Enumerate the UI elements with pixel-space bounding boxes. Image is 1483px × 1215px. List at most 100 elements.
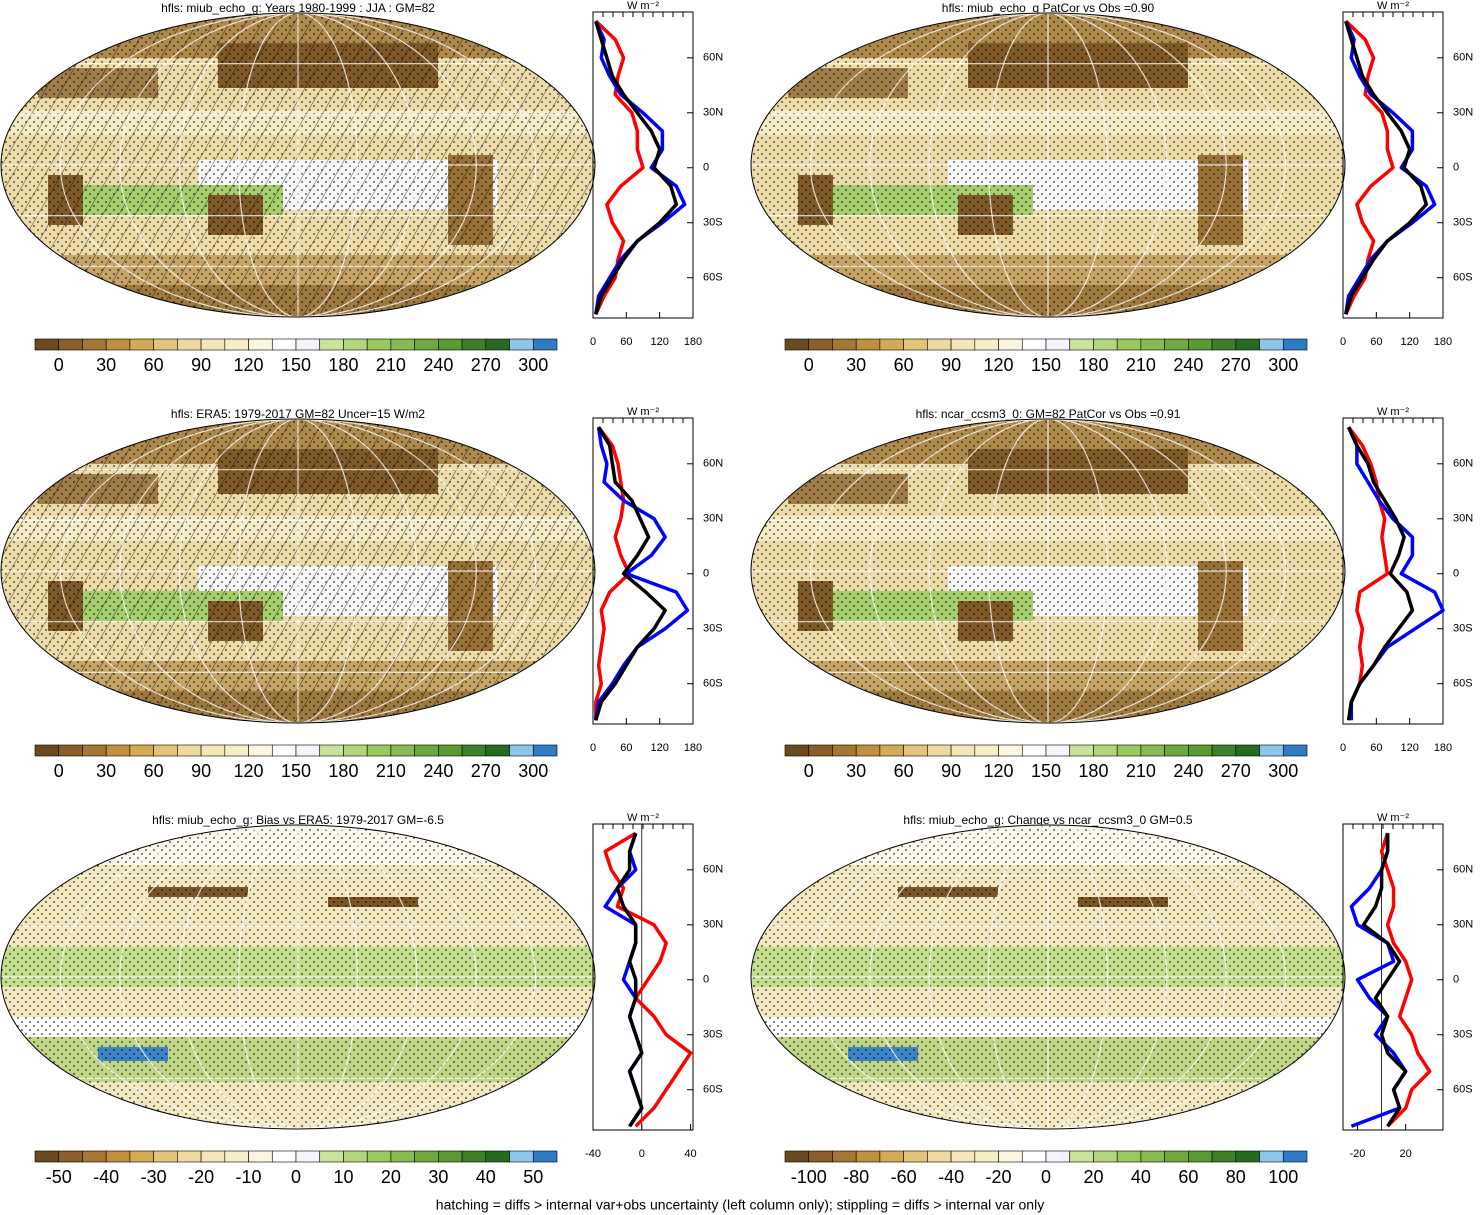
colorbar-swatch [461,338,487,351]
x-tick-label: 180 [1434,742,1452,754]
colorbar-swatch [58,744,83,757]
graticule [928,825,1168,1129]
colorbar-swatch [485,338,510,351]
colorbar-label: -20 [188,1167,214,1187]
colorbar-label: 240 [423,761,453,781]
graticule [59,419,537,723]
colorbar-swatch [1211,1150,1237,1163]
zonal-line [603,831,693,1128]
y-tick-label: 30S [1453,1029,1473,1041]
colorbar-label: 90 [941,355,961,375]
zonal-unit: W m⁻² [1377,812,1409,824]
colorbar-label: 0 [54,355,64,375]
colorbar-swatch [1093,338,1118,351]
x-tick-label: 20 [1400,1148,1412,1160]
y-tick-label: 60S [1453,1084,1473,1096]
colorbar-label: 20 [1083,1167,1103,1187]
panel-title: hfls: miub_echo_g PatCor vs Obs =0.90 [942,1,1155,15]
colorbar-swatch [1045,338,1071,351]
colorbar-swatch [927,744,952,757]
colorbar-label: 90 [191,761,211,781]
colorbar-label: 210 [376,355,406,375]
colorbar-swatch [1093,1150,1118,1163]
zonal-unit: W m⁻² [1377,0,1409,12]
colorbar-swatch [1235,1150,1260,1163]
graticule [987,825,1108,1129]
colorbar-swatch [1093,744,1118,757]
y-tick-label: 60N [1453,52,1473,64]
x-tick-label: 60 [1370,742,1382,754]
colorbar-swatch [1259,744,1284,757]
colorbar-label: 120 [234,355,264,375]
colorbar-label: -20 [986,1167,1012,1187]
map [1,825,595,1129]
colorbar-swatch [271,338,297,351]
colorbar-swatch [1282,744,1308,757]
y-tick-label: 30S [1453,623,1473,635]
graticule [59,13,537,317]
y-tick-label: 30N [703,513,723,525]
colorbar-label: 180 [1078,761,1108,781]
map-outline [0,824,596,1130]
y-tick-label: 60S [703,272,723,284]
colorbar-swatch [1211,338,1237,351]
zonal-frame [592,823,694,1131]
colorbar-swatch [1235,338,1260,351]
zonal-line [594,426,667,721]
panel-title: hfls: miub_echo_g: Years 1980-1999 : JJA… [161,1,435,15]
colorbar-swatch [1069,744,1094,757]
colorbar-swatch [129,744,154,757]
colorbar-swatch [1021,338,1047,351]
colorbar-label: 0 [54,761,64,781]
colorbar-label: 210 [1126,761,1156,781]
x-tick-label: 0 [1340,742,1346,754]
zonal-unit: W m⁻² [1377,406,1409,418]
y-tick-label: 0 [1453,568,1459,580]
x-tick-label: 0 [1340,336,1346,348]
zonal-line [594,426,690,721]
colorbar-label: 60 [894,761,914,781]
colorbar-swatch [177,744,202,757]
colorbar-swatch [927,1150,952,1163]
y-tick-label: 60N [703,458,723,470]
colorbar-swatch [248,338,273,351]
colorbar-label: 30 [96,355,116,375]
colorbar-label: -10 [236,1167,262,1187]
y-tick-label: 0 [703,162,709,174]
y-tick-label: 0 [703,568,709,580]
colorbar-swatch [248,744,273,757]
colorbar-swatch [1164,1150,1189,1163]
colorbar-label: 60 [894,355,914,375]
zonal-unit: W m⁻² [627,812,659,824]
colorbar-label: 150 [281,355,311,375]
graticule [238,419,359,723]
graticule [178,13,418,317]
x-tick-label: 0 [639,1148,645,1160]
map [751,825,1345,1129]
colorbar-swatch [1282,338,1308,351]
graticule [238,13,359,317]
map-outline [0,12,596,318]
zonal-line [1361,833,1408,1128]
colorbar-swatch [82,1150,107,1163]
colorbar-label: 180 [328,355,358,375]
x-tick-label: 40 [684,1148,696,1160]
colorbar-label: 0 [804,761,814,781]
colorbar-label: -100 [791,1167,827,1187]
y-tick-label: 0 [1453,162,1459,174]
colorbar-swatch [1140,1150,1165,1163]
colorbar-label: 100 [1268,1167,1298,1187]
colorbar-label: 180 [328,761,358,781]
colorbar-label: 40 [476,1167,496,1187]
graticule [987,13,1108,317]
colorbar-label: -40 [938,1167,964,1187]
zonal-line [1379,832,1432,1128]
colorbar-swatch [974,744,999,757]
colorbar-swatch [34,744,60,757]
y-tick-label: 60N [1453,864,1473,876]
y-tick-label: 30N [703,107,723,119]
y-tick-label: 30S [703,217,723,229]
colorbar-label: -80 [843,1167,869,1187]
graticule [59,825,537,1129]
colorbar-swatch [879,1150,904,1163]
